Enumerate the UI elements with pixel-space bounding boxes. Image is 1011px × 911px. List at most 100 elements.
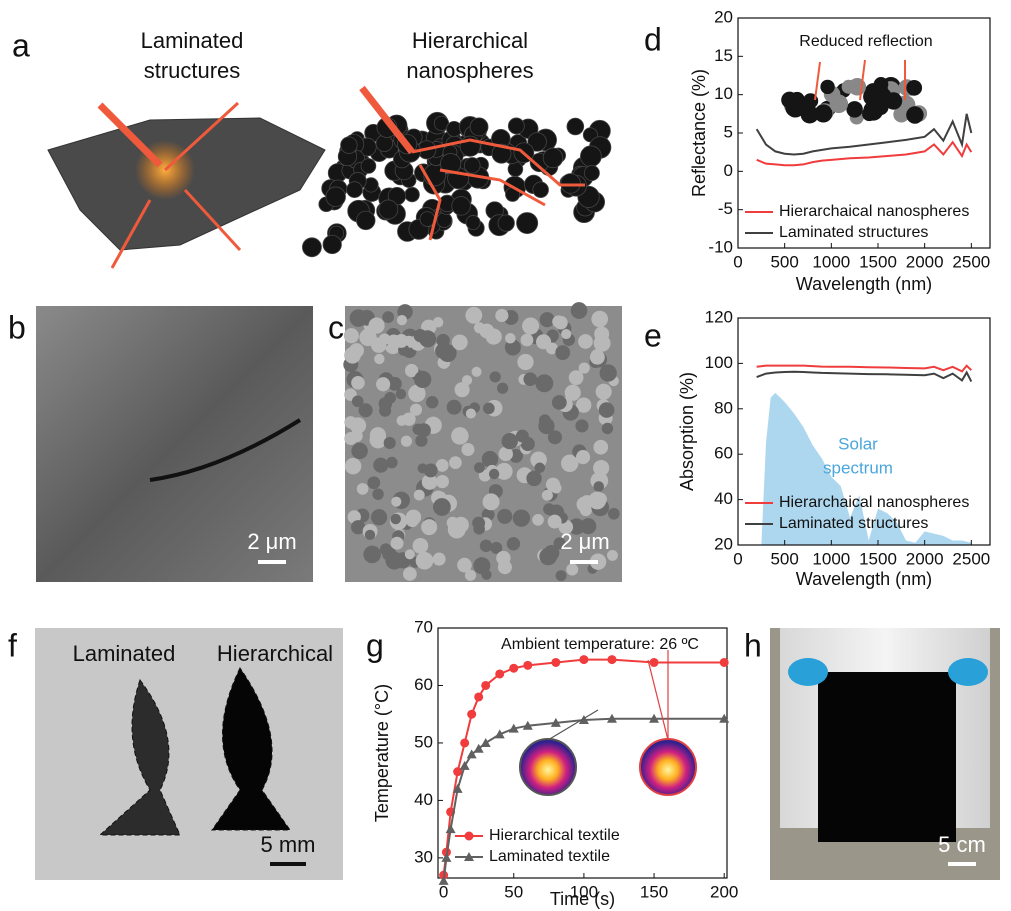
x-axis-label: Time (s) bbox=[550, 889, 615, 909]
particle bbox=[593, 460, 609, 476]
y-tick-label: 70 bbox=[414, 617, 433, 636]
marker bbox=[481, 738, 491, 747]
particle bbox=[451, 427, 469, 445]
sphere bbox=[543, 148, 563, 168]
particle bbox=[591, 311, 608, 328]
x-tick-label: 1500 bbox=[859, 549, 897, 568]
particle bbox=[498, 560, 512, 574]
particle bbox=[371, 509, 387, 525]
particle bbox=[517, 354, 533, 370]
particle bbox=[593, 440, 608, 455]
x-tick-label: 1500 bbox=[859, 252, 897, 271]
marker bbox=[467, 710, 476, 719]
inset-illustration bbox=[781, 60, 927, 125]
x-tick-label: 2000 bbox=[906, 252, 944, 271]
sphere bbox=[906, 80, 922, 96]
x-tick-label: 0 bbox=[733, 549, 742, 568]
particle bbox=[536, 334, 551, 349]
particle bbox=[391, 497, 401, 507]
particle bbox=[436, 459, 449, 472]
particle bbox=[543, 503, 555, 515]
particle bbox=[373, 458, 388, 473]
legend-label: Hierarchical textile bbox=[489, 827, 620, 844]
particle bbox=[552, 315, 564, 327]
particle bbox=[376, 377, 390, 391]
sphere bbox=[580, 146, 601, 167]
area-label: spectrum bbox=[823, 458, 893, 477]
sphere bbox=[885, 92, 902, 109]
marker bbox=[523, 661, 532, 670]
sphere bbox=[781, 92, 798, 109]
sphere bbox=[906, 106, 923, 123]
particle bbox=[344, 432, 357, 445]
sphere bbox=[874, 77, 889, 92]
sphere bbox=[561, 174, 581, 194]
sphere bbox=[326, 187, 346, 207]
particle bbox=[565, 385, 581, 401]
sample-label: Hierarchical bbox=[217, 641, 333, 666]
particle bbox=[390, 514, 400, 524]
marker bbox=[446, 824, 456, 833]
particle bbox=[414, 490, 425, 501]
particle bbox=[424, 463, 438, 477]
x-tick-label: 1000 bbox=[812, 549, 850, 568]
x-tick-label: 2500 bbox=[952, 252, 990, 271]
y-axis-label: Absorption (%) bbox=[677, 372, 697, 491]
light-arrow bbox=[815, 62, 820, 100]
particle bbox=[385, 552, 403, 570]
particle bbox=[447, 400, 462, 415]
particle bbox=[548, 515, 562, 529]
sphere bbox=[830, 94, 849, 113]
y-axis-label: Reflectance (%) bbox=[689, 69, 709, 197]
particle bbox=[594, 335, 611, 352]
particle bbox=[561, 329, 571, 339]
particle bbox=[370, 427, 386, 443]
sphere bbox=[379, 200, 398, 219]
sphere bbox=[533, 182, 549, 198]
panel-title: nanospheres bbox=[406, 58, 533, 83]
particle bbox=[436, 475, 449, 488]
particle bbox=[526, 471, 541, 486]
x-tick-label: 0 bbox=[439, 882, 448, 901]
scale-bar-label: 2 μm bbox=[560, 529, 609, 554]
particle bbox=[433, 317, 444, 328]
y-tick-label: -10 bbox=[708, 237, 733, 256]
glove bbox=[948, 658, 988, 686]
particle bbox=[540, 377, 550, 387]
particle bbox=[495, 309, 508, 322]
particle bbox=[452, 334, 468, 350]
particle bbox=[391, 537, 404, 550]
particle bbox=[449, 456, 462, 469]
x-tick-label: 500 bbox=[770, 549, 798, 568]
particle bbox=[344, 328, 359, 343]
y-tick-label: 40 bbox=[714, 489, 733, 508]
particle bbox=[368, 317, 384, 333]
y-tick-label: 20 bbox=[714, 534, 733, 553]
panel-label: d bbox=[644, 21, 662, 57]
y-tick-label: 60 bbox=[414, 675, 433, 694]
x-tick-label: 1000 bbox=[812, 252, 850, 271]
scale-bar-label: 5 mm bbox=[261, 832, 316, 857]
x-tick-label: 150 bbox=[640, 882, 668, 901]
sphere bbox=[567, 118, 584, 135]
particle bbox=[462, 375, 472, 385]
particle bbox=[405, 549, 415, 559]
thermal-image bbox=[520, 739, 576, 795]
particle bbox=[507, 537, 520, 550]
sphere bbox=[323, 235, 341, 253]
sphere bbox=[302, 238, 321, 257]
particle bbox=[414, 329, 427, 342]
particle bbox=[542, 547, 558, 563]
sphere bbox=[498, 215, 514, 231]
particle bbox=[576, 450, 590, 464]
particle bbox=[465, 570, 476, 581]
particle bbox=[379, 405, 391, 417]
y-tick-label: 20 bbox=[714, 7, 733, 26]
panel-label: e bbox=[644, 317, 662, 353]
x-tick-label: 50 bbox=[504, 882, 523, 901]
particle bbox=[538, 418, 554, 434]
particle bbox=[461, 443, 474, 456]
particle bbox=[426, 396, 438, 408]
series-line bbox=[757, 366, 972, 372]
particle bbox=[345, 458, 362, 475]
